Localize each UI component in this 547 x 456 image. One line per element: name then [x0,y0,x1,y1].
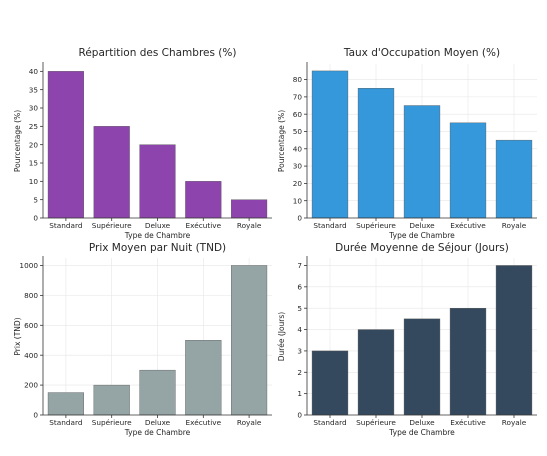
chart-title: Durée Moyenne de Séjour (Jours) [335,242,509,254]
x-tick-label: Deluxe [409,221,435,230]
bar-deluxe [139,144,176,219]
y-tick-label: 800 [24,291,38,300]
chart-panel-1: 0 5 10 15 20 25 30 35 40 Standard Supérieure Deluxe… [13,47,272,240]
bar-royale [495,265,533,416]
bar-supérieure [93,126,130,219]
y-tick-label: 60 [293,110,303,119]
x-tick-label: Exécutive [186,418,222,427]
y-tick-label: 10 [29,177,39,186]
bar-deluxe [403,105,441,219]
bar-exécutive [185,181,222,219]
x-tick-label: Royale [502,221,527,230]
y-tick-label: 30 [29,104,39,113]
y-axis-label: Pourcentage (%) [13,110,22,172]
y-tick-label: 7 [297,261,302,270]
y-tick-label: 600 [24,321,38,330]
bar-standard [311,70,349,219]
x-tick-label: Royale [502,418,527,427]
bar-standard [47,392,84,416]
y-tick-label: 1 [297,389,302,398]
x-tick-label: Standard [49,418,82,427]
bar-royale [231,199,268,219]
chart-title: Prix Moyen par Nuit (TND) [89,242,226,254]
y-tick-label: 0 [33,214,38,223]
y-tick-label: 35 [29,85,38,94]
bar-deluxe [403,318,441,416]
bar-royale [231,265,268,416]
y-tick-label: 5 [33,195,38,204]
y-tick-label: 400 [24,351,38,360]
y-tick-label: 40 [29,67,39,76]
x-tick-label: Supérieure [92,418,132,427]
x-tick-label: Exécutive [186,221,222,230]
bar-exécutive [185,340,222,416]
y-tick-label: 0 [297,411,302,420]
x-tick-label: Deluxe [145,221,171,230]
y-tick-label: 70 [293,92,303,101]
y-axis-label: Prix (TND) [13,317,22,355]
x-tick-label: Deluxe [145,418,171,427]
bar-standard [47,71,84,219]
y-tick-label: 6 [297,282,302,291]
chart-title: Répartition des Chambres (%) [79,47,237,59]
y-tick-label: 50 [293,127,303,136]
y-axis-label: Pourcentage (%) [277,110,286,172]
x-tick-label: Supérieure [356,221,396,230]
x-tick-label: Standard [49,221,82,230]
x-tick-label: Royale [237,221,262,230]
y-tick-label: 4 [297,325,302,334]
y-tick-label: 25 [29,122,38,131]
bar-deluxe [139,369,176,416]
bar-exécutive [449,122,487,219]
y-tick-label: 20 [293,179,303,188]
bar-standard [311,350,349,416]
y-tick-label: 3 [297,347,302,356]
y-tick-label: 0 [33,411,38,420]
x-axis-label: Type de Chambre [124,428,191,437]
chart-title: Taux d'Occupation Moyen (%) [343,47,500,59]
y-tick-label: 15 [29,159,38,168]
chart-panel-2: 0 10 20 30 40 50 60 70 80 Standard Supérieure Delux… [277,47,537,240]
chart-panel-3: 0 200 400 600 800 1000 Standard Supérieure Delux… [13,242,272,437]
y-tick-label: 0 [297,214,302,223]
y-axis-label: Durée (Jours) [277,312,286,362]
y-tick-label: 2 [297,368,302,377]
y-tick-label: 30 [293,162,303,171]
x-tick-label: Exécutive [450,221,486,230]
bar-royale [495,139,533,219]
x-axis-label: Type de Chambre [388,428,455,437]
x-tick-label: Royale [237,418,262,427]
bar-supérieure [357,88,395,219]
y-tick-label: 10 [293,196,303,205]
x-tick-label: Exécutive [450,418,486,427]
x-tick-label: Standard [313,221,346,230]
y-tick-label: 5 [297,304,302,313]
y-tick-label: 20 [29,140,39,149]
bar-supérieure [93,384,130,416]
x-tick-label: Supérieure [92,221,132,230]
bar-supérieure [357,329,395,416]
chart-panel-4: 0 1 2 3 4 5 6 7 Standard Supérieure Deluxe Exécutiv… [277,242,537,437]
x-axis-label: Type de Chambre [124,231,191,240]
y-tick-label: 1000 [19,261,38,270]
y-tick-label: 200 [24,381,38,390]
y-tick-label: 80 [293,75,303,84]
x-tick-label: Deluxe [409,418,435,427]
x-tick-label: Supérieure [356,418,396,427]
bar-exécutive [449,307,487,416]
x-axis-label: Type de Chambre [388,231,455,240]
y-tick-label: 40 [293,144,303,153]
x-tick-label: Standard [313,418,346,427]
